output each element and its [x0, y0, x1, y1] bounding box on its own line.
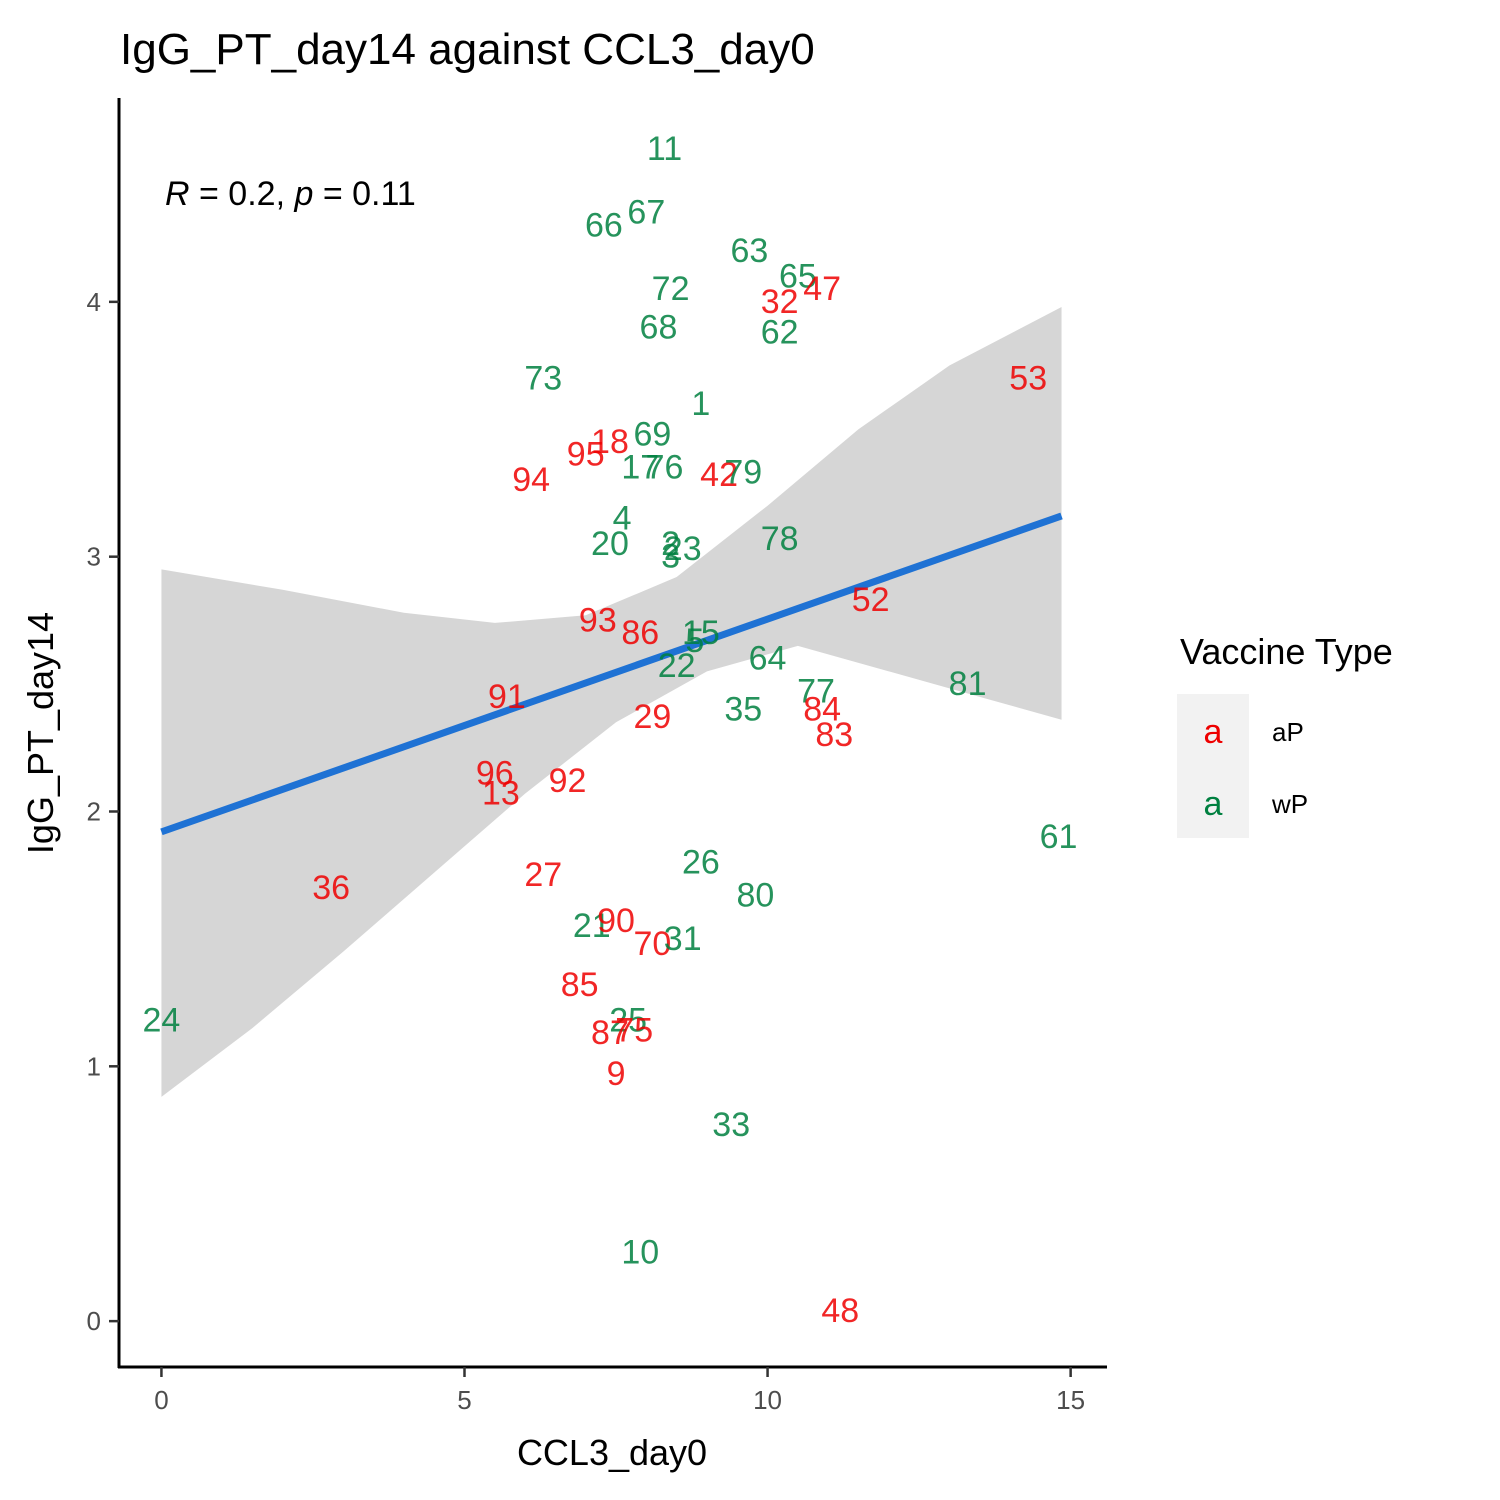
point-label-73: 73: [524, 359, 562, 397]
point-label-4: 4: [613, 499, 632, 537]
point-label-66: 66: [585, 206, 623, 244]
point-label-20: 20: [591, 525, 629, 563]
point-label-53: 53: [1009, 359, 1047, 397]
point-label-23: 23: [664, 530, 702, 568]
point-label-62: 62: [761, 313, 799, 351]
point-label-48: 48: [821, 1292, 859, 1330]
point-label-26: 26: [682, 843, 720, 881]
point-label-80: 80: [737, 877, 775, 915]
point-label-18: 18: [591, 423, 629, 461]
point-label-1: 1: [691, 385, 710, 423]
y-tick-label: 4: [87, 287, 101, 317]
point-label-2: 2: [661, 525, 680, 563]
point-label-67: 67: [627, 194, 665, 232]
legend-label-aP: aP: [1272, 717, 1304, 747]
point-label-3: 3: [661, 538, 680, 576]
point-label-64: 64: [749, 640, 787, 678]
point-label-25: 25: [609, 1001, 647, 1039]
confidence-band: [161, 306, 1062, 1097]
point-label-75: 75: [615, 1012, 653, 1050]
point-label-93: 93: [579, 601, 617, 639]
point-label-17: 17: [621, 448, 659, 486]
point-label-24: 24: [143, 1001, 181, 1039]
point-label-10: 10: [621, 1233, 659, 1271]
r-symbol: R: [165, 175, 190, 213]
x-tick-label: 15: [1056, 1385, 1085, 1415]
y-tick-label: 3: [87, 542, 101, 572]
point-label-35: 35: [724, 691, 762, 729]
point-label-78: 78: [761, 520, 799, 558]
point-label-86: 86: [621, 614, 659, 652]
point-label-91: 91: [488, 678, 526, 716]
legend-label-wP: wP: [1271, 789, 1308, 819]
point-label-84: 84: [803, 691, 841, 729]
p-value: = 0.11: [313, 175, 415, 213]
point-label-11: 11: [647, 130, 682, 168]
point-label-47: 47: [803, 270, 841, 308]
confidence-band-area: [161, 306, 1062, 1097]
p-symbol: p: [293, 175, 313, 213]
r-value: = 0.2,: [190, 175, 295, 213]
chart-title: IgG_PT_day14 against CCL3_day0: [120, 25, 815, 74]
legend-key-wP: a: [1204, 785, 1223, 823]
point-label-29: 29: [633, 698, 671, 736]
point-label-63: 63: [730, 232, 768, 270]
point-label-68: 68: [640, 308, 678, 346]
regression-line-path: [160, 512, 1063, 836]
y-tick-label: 1: [87, 1051, 101, 1081]
x-tick-label: 0: [154, 1385, 168, 1415]
x-axis-title: CCL3_day0: [517, 1432, 707, 1473]
y-tick-label: 2: [87, 796, 101, 826]
point-label-9: 9: [607, 1055, 626, 1093]
legend-entries: a aP a wP: [1204, 713, 1309, 823]
point-label-87: 87: [591, 1014, 629, 1052]
legend-key-aP: a: [1204, 713, 1223, 751]
legend-key-bg: [1177, 694, 1249, 838]
legend: Vaccine Type a aP a wP: [1177, 631, 1393, 838]
point-label-70: 70: [633, 925, 671, 963]
point-label-13: 13: [482, 775, 520, 813]
point-label-31: 31: [664, 920, 702, 958]
point-label-96: 96: [476, 754, 514, 792]
point-label-52: 52: [852, 581, 890, 619]
y-ticks: 0 1 2 3 4: [87, 287, 119, 1336]
point-label-32: 32: [761, 283, 799, 321]
point-label-36: 36: [312, 869, 350, 907]
x-tick-label: 5: [457, 1385, 471, 1415]
point-label-77: 77: [797, 673, 835, 711]
y-axis-title: IgG_PT_day14: [20, 612, 61, 854]
y-tick-label: 0: [87, 1306, 101, 1336]
correlation-annotation: R = 0.2, p = 0.11: [165, 175, 416, 213]
point-label-85: 85: [561, 966, 599, 1004]
point-label-90: 90: [597, 902, 635, 940]
point-label-69: 69: [633, 415, 671, 453]
point-label-27: 27: [524, 856, 562, 894]
point-label-81: 81: [949, 665, 987, 703]
x-ticks: 0 5 10 15: [154, 1367, 1085, 1415]
legend-title: Vaccine Type: [1180, 631, 1393, 672]
point-label-22: 22: [658, 647, 696, 685]
point-label-65: 65: [779, 257, 817, 295]
point-label-94: 94: [512, 461, 550, 499]
regression-line: [160, 512, 1063, 836]
point-label-5: 5: [685, 622, 704, 660]
point-label-92: 92: [549, 762, 587, 800]
point-label-79: 79: [724, 454, 762, 492]
point-label-95: 95: [567, 436, 605, 474]
point-label-76: 76: [646, 448, 684, 486]
point-label-61: 61: [1040, 818, 1078, 856]
point-label-83: 83: [815, 716, 853, 754]
point-label-42: 42: [700, 456, 738, 494]
x-tick-label: 10: [753, 1385, 782, 1415]
point-label-21: 21: [573, 907, 611, 945]
axes: [117, 98, 1107, 1369]
point-label-15: 15: [682, 614, 720, 652]
point-label-33: 33: [712, 1106, 750, 1144]
point-label-72: 72: [652, 270, 690, 308]
